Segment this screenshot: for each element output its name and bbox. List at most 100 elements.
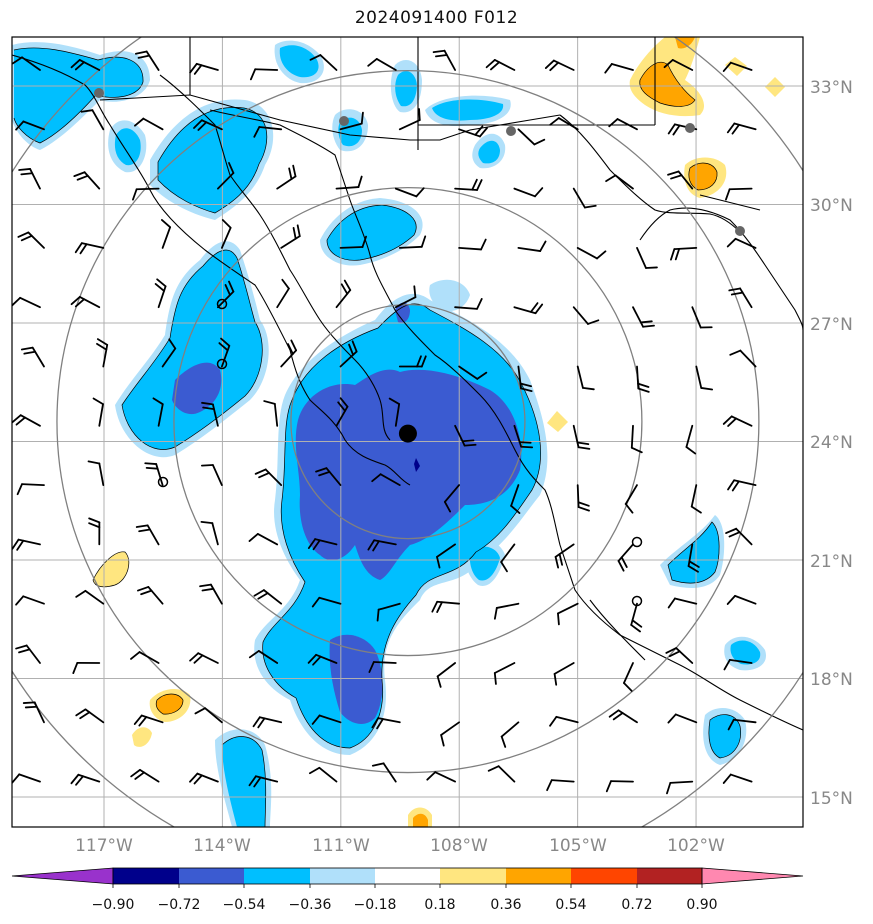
wind-barb xyxy=(576,484,590,512)
wind-barb xyxy=(557,602,579,626)
wind-barb xyxy=(154,278,167,309)
wind-barb xyxy=(493,602,520,620)
wind-barb xyxy=(458,365,488,380)
wind-barb xyxy=(440,721,461,747)
coastline-gulf-of-mexico-south xyxy=(589,599,646,661)
field-contour xyxy=(547,411,568,432)
range-ring xyxy=(56,69,760,774)
colorbar-frame xyxy=(112,867,703,885)
wind-barb xyxy=(398,235,427,249)
wind-barb xyxy=(96,338,109,368)
wind-barb xyxy=(308,766,338,783)
wind-barb xyxy=(311,714,342,725)
field-contour xyxy=(765,77,785,97)
wind-barb xyxy=(663,59,694,71)
colorbar-tick-label: 0.54 xyxy=(555,897,586,913)
wind-barb xyxy=(500,721,520,748)
wind-barb xyxy=(367,539,397,552)
wind-barb xyxy=(513,302,544,315)
coastline-us-gulf xyxy=(699,194,761,211)
colorbar-cell xyxy=(440,868,506,884)
wind-barb xyxy=(605,780,634,793)
wind-barb xyxy=(726,237,757,249)
coastline-gulf-east xyxy=(209,109,803,731)
border-us-mexico xyxy=(99,94,561,141)
wind-barb xyxy=(727,718,757,731)
wind-barb xyxy=(16,483,45,496)
wind-barb xyxy=(667,170,694,190)
coastline-gulf-of-mexico xyxy=(639,207,803,331)
field-contour xyxy=(329,634,383,724)
wind-barb xyxy=(280,339,298,368)
field-contour xyxy=(93,551,129,587)
map-title: 2024091400 F012 xyxy=(354,8,519,28)
field-contour xyxy=(14,47,144,143)
coastline-pacific xyxy=(12,54,411,486)
wind-barb xyxy=(487,765,516,783)
wind-barb xyxy=(137,586,164,605)
wind-barb xyxy=(608,709,638,724)
field-contour xyxy=(725,57,747,76)
wind-barb xyxy=(604,63,634,74)
colorbar-cell xyxy=(506,868,571,884)
wind-barb xyxy=(726,122,757,135)
wind-barb xyxy=(443,484,461,513)
wind-barb xyxy=(554,543,575,569)
colorbar-cell xyxy=(637,868,702,884)
wind-barb xyxy=(152,397,164,427)
wind-barbs xyxy=(12,49,757,795)
wind-barb xyxy=(608,118,638,131)
wind-barb xyxy=(307,538,338,551)
colorbar-tick-label: 0.72 xyxy=(621,897,652,913)
wind-barb xyxy=(144,462,164,487)
gridlines xyxy=(12,37,803,827)
field-contour xyxy=(156,694,183,715)
plot-frame xyxy=(11,36,804,828)
wind-barb xyxy=(729,349,757,368)
wind-barb xyxy=(630,602,643,633)
field-contour xyxy=(413,813,428,827)
wind-barb xyxy=(12,538,41,551)
colorbar-cell xyxy=(179,868,244,884)
lat-label: 15°N xyxy=(810,789,853,809)
station-dot xyxy=(94,88,104,98)
wind-barb xyxy=(252,716,283,729)
wind-barb xyxy=(517,240,547,252)
calm-circle xyxy=(157,476,169,488)
field-outline xyxy=(667,521,720,584)
wind-barb xyxy=(194,707,223,724)
coastlines xyxy=(12,37,803,731)
station-dot xyxy=(506,126,516,136)
colorbar-extend-low xyxy=(11,867,114,885)
wind-barb xyxy=(12,414,41,427)
field-outline xyxy=(639,61,696,107)
station-dot xyxy=(685,123,695,133)
wind-barb xyxy=(617,543,634,572)
wind-barb xyxy=(201,401,219,427)
wind-barb xyxy=(636,246,658,269)
wind-barb xyxy=(576,246,607,260)
wind-barb xyxy=(134,117,164,131)
wind-barb xyxy=(624,484,638,514)
field-contour xyxy=(172,362,222,415)
map-plot-area xyxy=(12,37,803,827)
latitude-labels: 33°N 30°N 27°N 24°N 21°N 18°N 15°N xyxy=(810,78,853,809)
wind-barb xyxy=(88,517,101,546)
wind-barb xyxy=(690,484,702,514)
wind-barb xyxy=(432,49,457,71)
wind-barb xyxy=(220,219,232,249)
wind-barb xyxy=(249,68,279,81)
wind-barb xyxy=(670,246,698,261)
wind-barb xyxy=(623,662,634,692)
wind-barb xyxy=(248,533,279,546)
wind-barb xyxy=(193,119,223,131)
field-outline xyxy=(688,162,718,191)
station-dot xyxy=(339,116,349,126)
wind-barb xyxy=(133,714,164,727)
field-contour xyxy=(478,140,500,164)
wind-barb xyxy=(549,715,579,727)
wind-barb xyxy=(92,397,104,427)
wind-barb xyxy=(394,187,425,198)
wind-barb xyxy=(394,285,417,309)
wind-barb xyxy=(280,224,301,249)
